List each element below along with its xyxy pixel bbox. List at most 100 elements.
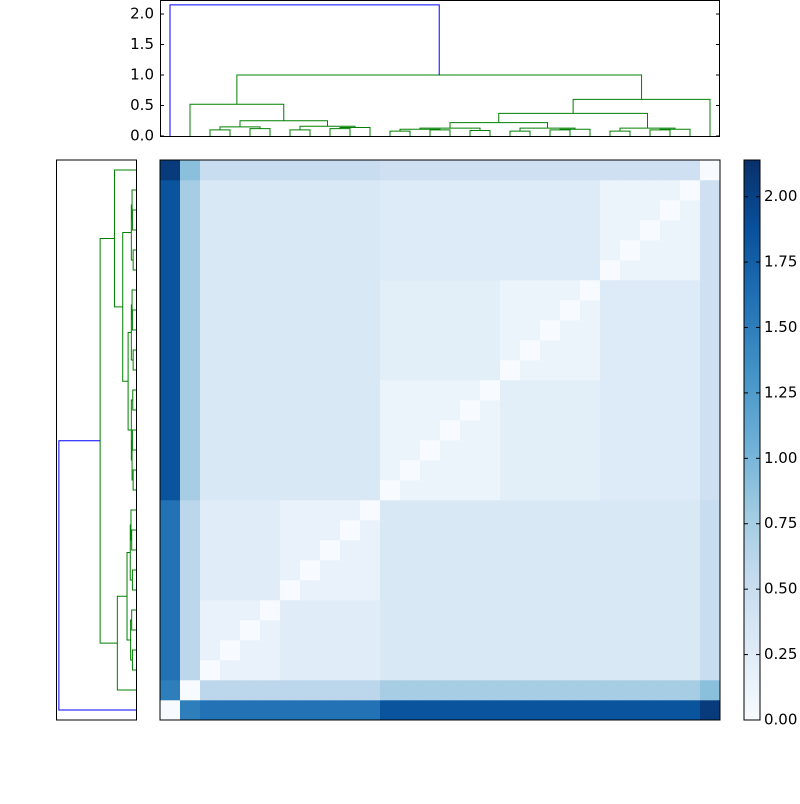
heatmap-cell xyxy=(180,660,201,681)
heatmap-cell xyxy=(440,480,461,501)
heatmap-cell xyxy=(360,700,381,721)
heatmap-cell xyxy=(420,240,441,261)
heatmap-cell xyxy=(360,380,381,401)
heatmap-cell xyxy=(560,420,581,441)
heatmap-cell xyxy=(300,240,321,261)
heatmap-cell xyxy=(520,440,541,461)
heatmap-cell xyxy=(360,340,381,361)
heatmap-cell xyxy=(440,680,461,701)
heatmap-cell xyxy=(220,540,241,561)
heatmap-cell xyxy=(600,280,621,301)
heatmap-cell xyxy=(240,380,261,401)
heatmap-cell xyxy=(300,180,321,201)
heatmap-cell xyxy=(620,220,641,241)
heatmap-cell xyxy=(620,180,641,201)
heatmap-cell xyxy=(640,500,661,521)
heatmap-cell xyxy=(480,700,501,721)
dendrogram-link xyxy=(99,237,118,644)
heatmap-cell xyxy=(180,620,201,641)
heatmap-cell xyxy=(580,320,601,341)
heatmap-cell xyxy=(420,460,441,481)
colorbar-gradient xyxy=(744,160,760,720)
heatmap-cell xyxy=(440,360,461,381)
heatmap-cell xyxy=(540,620,561,641)
heatmap-cell xyxy=(700,300,721,321)
heatmap-cell xyxy=(560,240,581,261)
heatmap-cell xyxy=(600,260,621,281)
heatmap-cell xyxy=(560,220,581,241)
heatmap-cell xyxy=(160,340,181,361)
heatmap-cell xyxy=(180,580,201,601)
heatmap-cell xyxy=(320,440,341,461)
heatmap-cell xyxy=(160,240,181,261)
heatmap-cell xyxy=(320,180,341,201)
heatmap-cell xyxy=(400,320,421,341)
heatmap-cell xyxy=(460,400,481,421)
heatmap-cell xyxy=(380,580,401,601)
heatmap-cell xyxy=(600,580,621,601)
heatmap-cell xyxy=(700,440,721,461)
heatmap-cell xyxy=(560,260,581,281)
heatmap-cell xyxy=(660,420,681,441)
heatmap-cell xyxy=(220,480,241,501)
heatmap-cell xyxy=(500,640,521,661)
heatmap-cell xyxy=(660,500,681,521)
heatmap-cell xyxy=(220,460,241,481)
heatmap-cell xyxy=(240,580,261,601)
heatmap-cell xyxy=(200,660,221,681)
heatmap-cell xyxy=(460,680,481,701)
heatmap-cell xyxy=(620,500,641,521)
heatmap-cell xyxy=(540,540,561,561)
heatmap-cell xyxy=(640,540,661,561)
heatmap-cell xyxy=(280,240,301,261)
heatmap-cell xyxy=(460,260,481,281)
heatmap-cell xyxy=(460,600,481,621)
heatmap-cell xyxy=(200,440,221,461)
heatmap-cell xyxy=(660,680,681,701)
heatmap-cell xyxy=(160,500,181,521)
heatmap-cell xyxy=(580,480,601,501)
heatmap-cell xyxy=(320,220,341,241)
heatmap-cell xyxy=(600,680,621,701)
heatmap-cell xyxy=(280,340,301,361)
heatmap-cell xyxy=(520,220,541,241)
heatmap-cell xyxy=(440,260,461,281)
heatmap-cell xyxy=(400,460,421,481)
heatmap-cell xyxy=(300,620,321,641)
heatmap-cell xyxy=(160,400,181,421)
heatmap-cell xyxy=(200,580,221,601)
heatmap-cell xyxy=(580,440,601,461)
heatmap-cell xyxy=(260,560,281,581)
heatmap-cell xyxy=(300,220,321,241)
heatmap-cell xyxy=(180,380,201,401)
heatmap-cell xyxy=(480,260,501,281)
heatmap-cell xyxy=(460,180,481,201)
heatmap-cell xyxy=(680,420,701,441)
heatmap-cell xyxy=(320,640,341,661)
heatmap-cell xyxy=(200,620,221,641)
heatmap-cell xyxy=(620,620,641,641)
heatmap-cell xyxy=(180,360,201,381)
heatmap-cell xyxy=(480,420,501,441)
heatmap-cell xyxy=(460,500,481,521)
dendrogram-link xyxy=(299,125,356,130)
heatmap-cell xyxy=(680,240,701,261)
heatmap-cell xyxy=(260,360,281,381)
heatmap-cell xyxy=(420,560,441,581)
heatmap-cell xyxy=(520,380,541,401)
heatmap-cell xyxy=(620,580,641,601)
heatmap-cell xyxy=(480,400,501,421)
heatmap-cell xyxy=(600,320,621,341)
heatmap-cell xyxy=(180,500,201,521)
heatmap-cell xyxy=(420,660,441,681)
heatmap-cell xyxy=(160,420,181,441)
heatmap-cell xyxy=(200,220,221,241)
dendrogram-link xyxy=(132,349,136,371)
heatmap-cell xyxy=(680,160,701,181)
heatmap-cell xyxy=(640,420,661,441)
heatmap-cell xyxy=(400,400,421,421)
heatmap-cell xyxy=(620,320,641,341)
heatmap-cell xyxy=(700,320,721,341)
heatmap-cell xyxy=(640,220,661,241)
heatmap-cell xyxy=(180,520,201,541)
